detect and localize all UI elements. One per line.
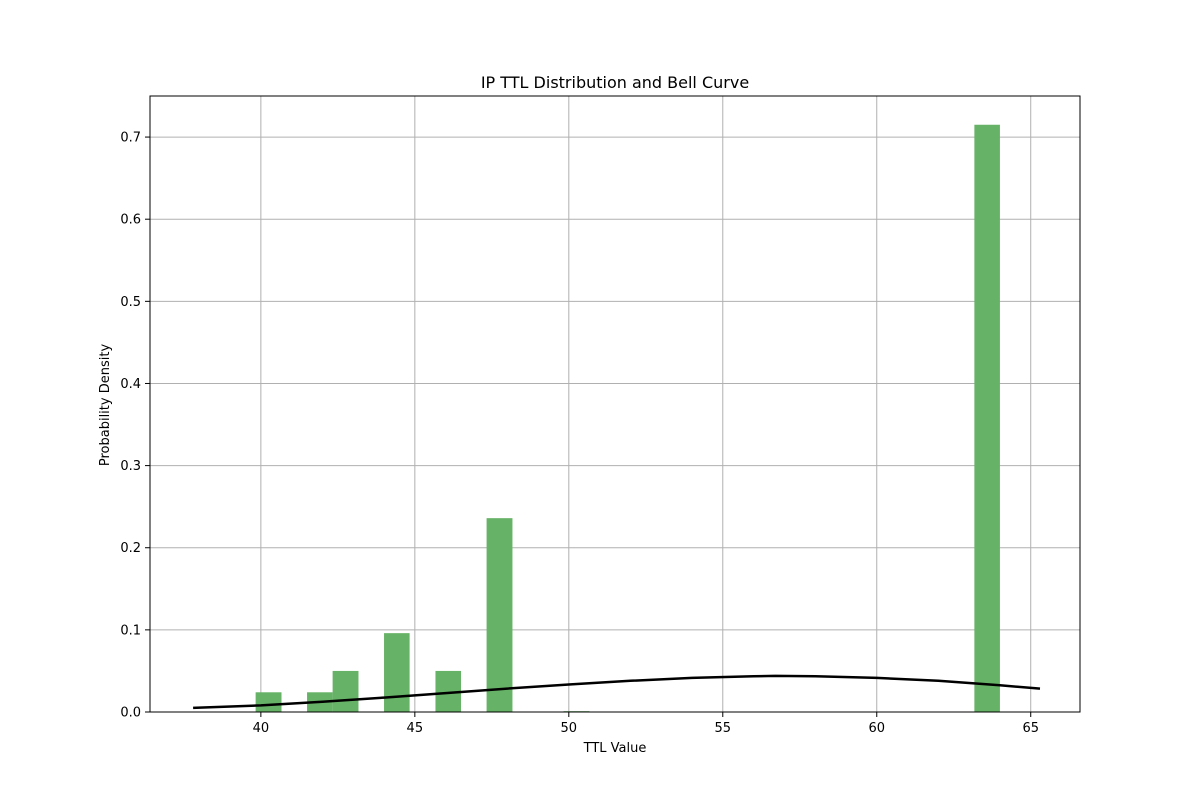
grid bbox=[150, 96, 1080, 713]
y-tick-label-7: 0.7 bbox=[120, 131, 141, 146]
plot-frame bbox=[149, 95, 1081, 713]
y-tick-label-3: 0.3 bbox=[120, 459, 141, 474]
x-tick-label-3: 55 bbox=[715, 721, 732, 736]
x-tick-label-0: 40 bbox=[253, 721, 270, 736]
histogram-bar-2 bbox=[332, 670, 359, 712]
y-tick-label-2: 0.2 bbox=[120, 541, 141, 556]
x-axis-ticks: 40 45 50 55 60 65 bbox=[253, 712, 1039, 736]
chart-title: IP TTL Distribution and Bell Curve bbox=[481, 73, 749, 92]
y-tick-label-6: 0.6 bbox=[120, 213, 141, 228]
y-axis-ticks: 0.0 0.1 0.2 0.3 0.4 0.5 0.6 0.7 bbox=[120, 131, 150, 721]
x-tick-label-5: 65 bbox=[1022, 721, 1039, 736]
histogram-bar-3 bbox=[384, 633, 410, 712]
y-tick-label-4: 0.4 bbox=[120, 377, 141, 392]
y-tick-label-1: 0.1 bbox=[120, 623, 141, 638]
histogram-bar-7 bbox=[974, 124, 1000, 713]
bell-curve-line bbox=[193, 674, 1041, 710]
x-tick-label-2: 50 bbox=[561, 721, 578, 736]
x-tick-label-1: 45 bbox=[407, 721, 424, 736]
histogram-bar-0 bbox=[255, 692, 282, 712]
x-tick-label-4: 60 bbox=[868, 721, 885, 736]
x-axis-label: TTL Value bbox=[583, 741, 647, 756]
y-tick-label-5: 0.5 bbox=[120, 295, 141, 310]
histogram-bar-5 bbox=[486, 518, 513, 712]
bell-curve bbox=[193, 674, 1041, 710]
y-axis-label: Probability Density bbox=[98, 344, 113, 467]
histogram-bars bbox=[255, 124, 1000, 713]
y-tick-label-0: 0.0 bbox=[120, 706, 141, 721]
